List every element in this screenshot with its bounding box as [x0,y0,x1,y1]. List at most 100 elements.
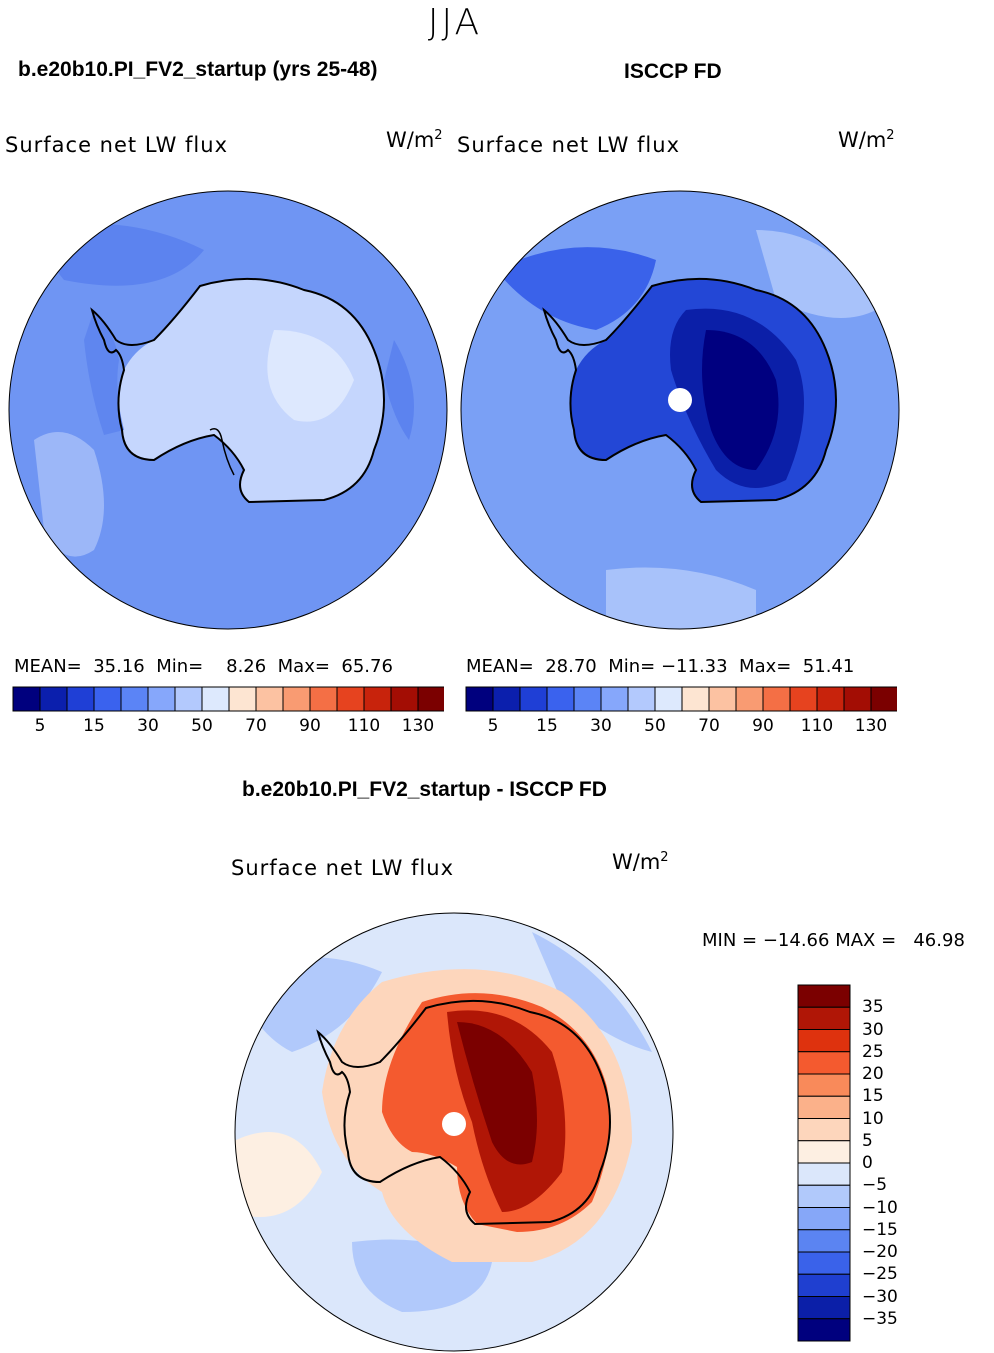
model-colorbar-swatch [255,686,284,712]
model-colorbar-tick-label: 110 [347,716,381,736]
diff-colorbar-tick-label: 15 [862,1086,884,1107]
obs-colorbar-tick-label: 50 [644,716,666,736]
ocean-patch-high [756,230,876,318]
diff-colorbar-tick-label: 30 [862,1019,884,1040]
model-colorbar-swatch [363,686,392,712]
obs-colorbar-swatch [519,686,548,712]
map-border [8,190,448,630]
diff-colorbar-swatch [797,1029,851,1053]
obs-colorbar-tick-label: 90 [752,716,774,736]
obs-stats: MEAN= 28.70 Min= −11.33 Max= 51.41 [466,656,855,677]
model-colorbar [12,686,444,712]
diff-colorbar [797,984,851,1342]
obs-variable-label: Surface net LW flux [457,133,680,157]
model-colorbar-swatch [201,686,230,712]
continent-core [457,1022,537,1165]
obs-colorbar-swatch [546,686,575,712]
obs-colorbar-swatch [600,686,629,712]
diff-colorbar-tick-label: −10 [862,1197,898,1218]
model-colorbar-tick-label: 50 [191,716,213,736]
diff-colorbar-swatch [797,1318,851,1342]
diff-colorbar-tick-label: −20 [862,1242,898,1262]
model-stats: MEAN= 35.16 Min= 8.26 Max= 65.76 [14,656,393,677]
ocean-patch-high [606,567,756,629]
model-unit-label: W/m2 [386,128,443,152]
diff-colorbar-swatch [797,1140,851,1164]
diff-colorbar-tick-label: −35 [862,1308,898,1329]
diff-colorbar-tick-label: −15 [862,1219,898,1240]
obs-colorbar-tick-label: 130 [854,716,888,736]
season-title: JJA [427,2,483,43]
diff-colorbar-swatch [797,1073,851,1097]
diff-colorbar-swatch [797,1162,851,1186]
model-colorbar-swatch [39,686,68,712]
obs-colorbar-swatch [735,686,764,712]
obs-colorbar-swatch [816,686,845,712]
obs-colorbar-swatch [681,686,710,712]
obs-colorbar-swatch [573,686,602,712]
model-colorbar-swatch [309,686,338,712]
pole-hole [442,1112,466,1136]
diff-colorbar-swatch [797,1184,851,1208]
diff-colorbar-swatch [797,1207,851,1231]
diff-colorbar-tick-label: 20 [862,1064,884,1084]
diff-colorbar-tick-label: −25 [862,1264,898,1285]
coastline [316,999,611,1226]
ocean-patch-high [34,432,104,557]
ocean-patch-neg [532,932,652,1052]
obs-colorbar-tick-label: 15 [536,716,558,736]
obs-colorbar-ticks: 5 15 30 50 70 90 110 130 [465,716,897,740]
obs-unit-label: W/m2 [838,128,895,152]
model-colorbar-swatch [336,686,365,712]
map-border [234,912,674,1352]
diff-colorbar-swatch [797,1251,851,1275]
diff-unit-label: W/m2 [612,850,669,874]
diff-colorbar-tick-label: 10 [862,1108,884,1129]
peninsula-field [84,310,124,435]
coastline [90,277,385,504]
continent-inner [267,330,354,422]
model-colorbar-swatch [66,686,95,712]
diff-colorbar-tick-label: 35 [862,997,884,1018]
map-border [460,190,900,630]
obs-panel-title: ISCCP FD [624,60,722,83]
diff-colorbar-swatch [797,1296,851,1320]
diff-colorbar-tick-label: −30 [862,1286,898,1307]
obs-colorbar-tick-label: 70 [698,716,720,736]
obs-colorbar-swatch [627,686,656,712]
obs-colorbar-swatch [789,686,818,712]
model-colorbar-swatch [390,686,419,712]
diff-colorbar-swatch [797,1095,851,1119]
obs-polar-map [460,190,900,630]
obs-colorbar-tick-label: 30 [590,716,612,736]
diff-colorbar-ticks: 35 30 25 20 15 10 5 0 −5 −10 −15 −20 −25 −30 −35 [862,984,922,1344]
diff-colorbar-swatch [797,1229,851,1253]
diff-colorbar-tick-label: 0 [862,1153,873,1173]
obs-colorbar-swatch [870,686,897,712]
obs-colorbar-swatch [492,686,521,712]
model-colorbar-tick-label: 30 [137,716,159,736]
diff-variable-label: Surface net LW flux [231,856,454,880]
diff-colorbar-tick-label: −5 [862,1175,888,1196]
obs-colorbar-swatch [654,686,683,712]
continent-field [118,278,384,502]
model-colorbar-tick-label: 15 [83,716,105,736]
diff-colorbar-swatch [797,1006,851,1030]
model-colorbar-ticks: 5 15 30 50 70 90 110 130 [12,716,444,740]
diff-colorbar-tick-label: 25 [862,1041,884,1062]
model-colorbar-tick-label: 130 [401,716,435,736]
diff-colorbar-swatch [797,1051,851,1075]
diff-colorbar-tick-label: 5 [862,1130,873,1151]
model-panel-title: b.e20b10.PI_FV2_startup (yrs 25-48) [18,58,378,81]
obs-colorbar-swatch [465,686,494,712]
model-colorbar-swatch [12,686,41,712]
model-colorbar-swatch [93,686,122,712]
ross-ice-edge [209,428,235,476]
diff-panel-title: b.e20b10.PI_FV2_startup - ISCCP FD [242,778,607,801]
model-colorbar-swatch [120,686,149,712]
diff-stats: MIN = −14.66 MAX = 46.98 [702,930,965,951]
model-variable-label: Surface net LW flux [5,133,228,157]
model-colorbar-swatch [228,686,257,712]
diff-polar-map [234,912,674,1352]
model-colorbar-swatch [174,686,203,712]
